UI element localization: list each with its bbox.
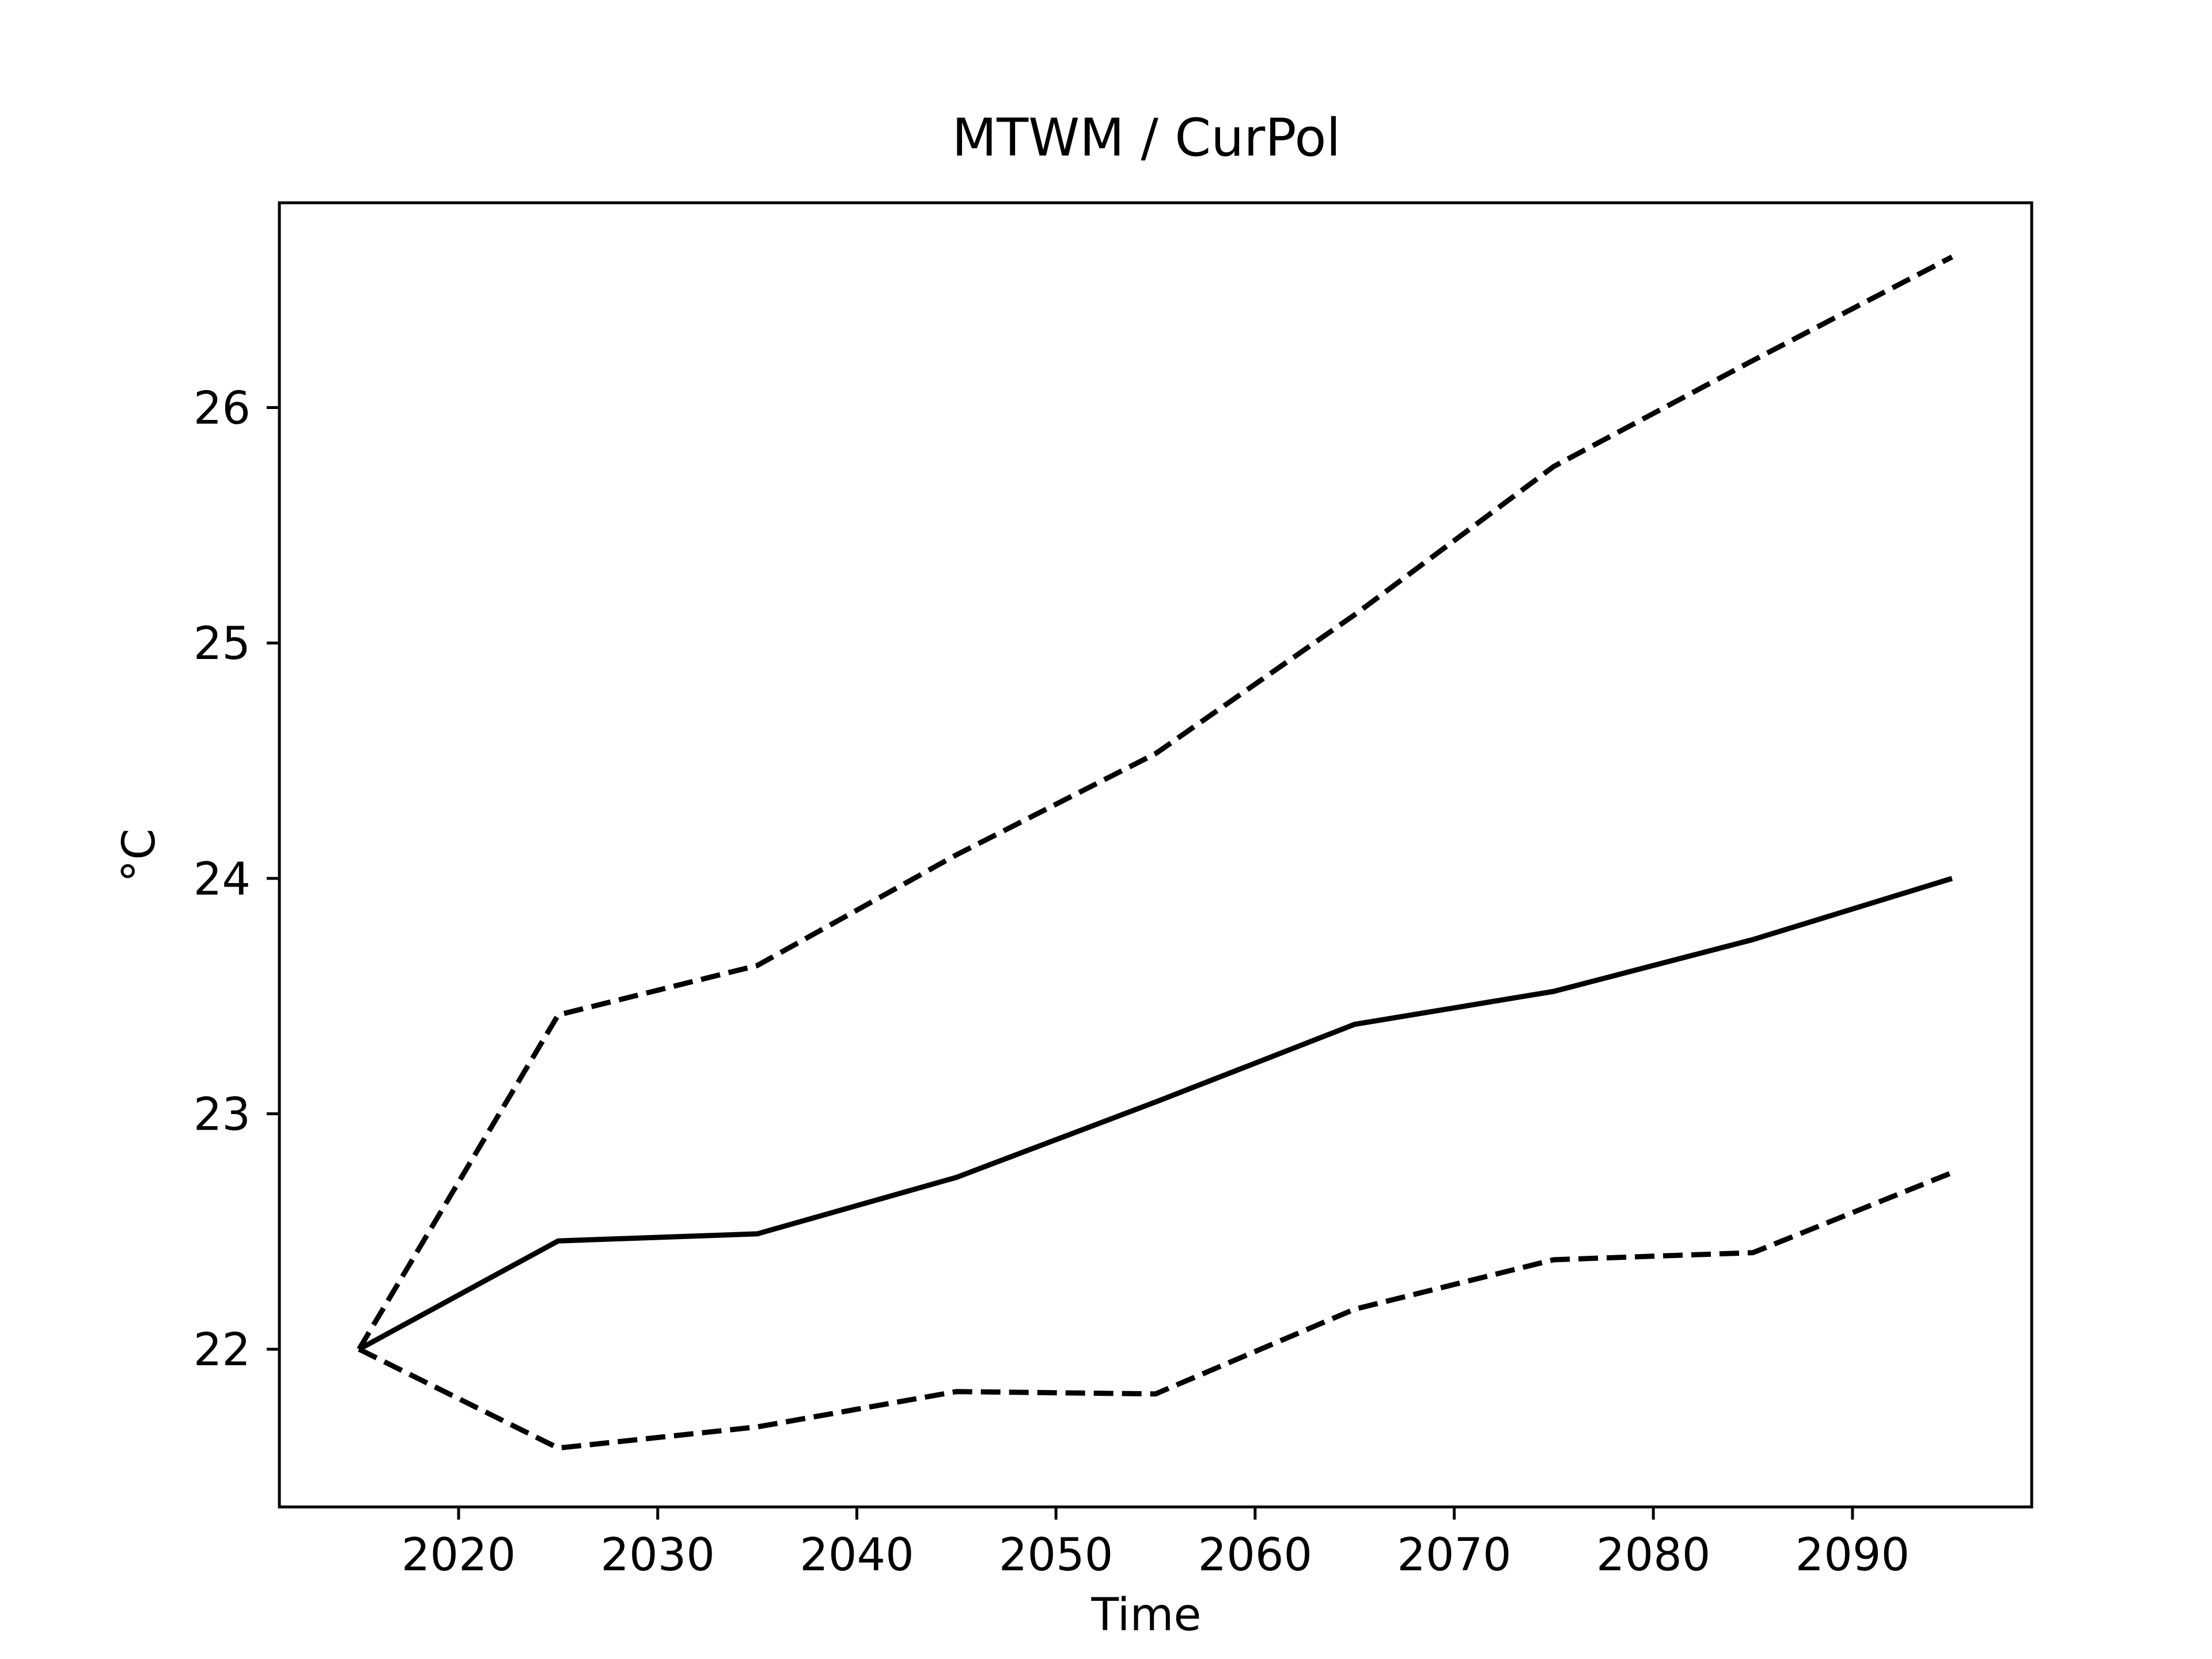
y-tick-label-24: 24 [194,854,251,906]
x-tick-label-2040: 2040 [800,1529,914,1581]
series-line-median [358,876,1953,1352]
chart-title: MTWM / CurPol [952,108,1341,168]
plot-frame [278,201,2033,1509]
x-tick-label-2050: 2050 [999,1529,1113,1581]
y-tick-label-25: 25 [194,618,251,670]
y-tick-label-22: 22 [194,1324,251,1376]
x-axis-label: Time [1091,1589,1202,1641]
series-line-upper [357,255,1953,1351]
y-tick-label-23: 23 [194,1089,251,1141]
x-tick-label-2060: 2060 [1198,1529,1313,1581]
x-axis: 2020 2030 2040 2050 2060 2070 2080 2090 [402,1507,1910,1581]
series-layer [357,255,1953,1451]
x-tick-label-2090: 2090 [1796,1529,1910,1581]
series-line-lower [358,1170,1953,1451]
x-tick-label-2020: 2020 [402,1529,516,1581]
plot-area [278,201,2033,1509]
y-tick-label-26: 26 [194,383,251,435]
y-axis-label: °C [113,828,165,882]
x-tick-label-2030: 2030 [601,1529,715,1581]
x-tick-label-2070: 2070 [1397,1529,1512,1581]
y-axis: 22 23 24 25 26 [194,383,279,1376]
x-tick-label-2080: 2080 [1596,1529,1711,1581]
